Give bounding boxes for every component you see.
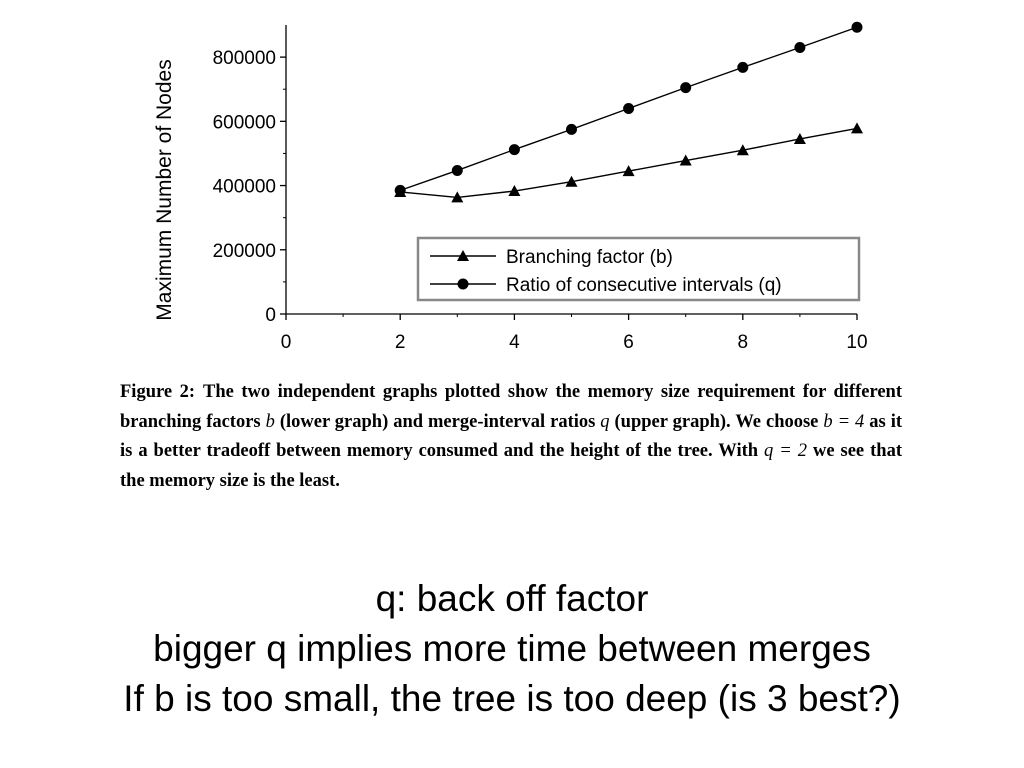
note-line: bigger q implies more time between merge…: [153, 628, 871, 669]
chart: 0 200000 400000 600000 800000 0 2 4 6 8 10 Maximum …: [153, 21, 868, 353]
chart-series: [394, 21, 863, 203]
chart-legend: Branching factor (b) Ratio of consecutive…: [416, 236, 861, 302]
legend-label: Ratio of consecutive intervals (q): [506, 275, 782, 296]
note-line: If b is too small, the tree is too deep …: [123, 678, 901, 719]
data-point: [851, 122, 863, 134]
slide-notes: q: back off factor bigger q implies more…: [0, 574, 1024, 724]
chart-axes: 0 200000 400000 600000 800000 0 2 4 6 8 10 Maximum …: [153, 25, 868, 353]
y-tick-label: 0: [265, 305, 276, 326]
data-point: [457, 278, 469, 290]
data-point: [622, 165, 635, 177]
caption-eq-q: q = 2: [764, 441, 807, 461]
data-point: [451, 191, 464, 203]
legend-box: [416, 236, 861, 302]
data-point: [623, 102, 635, 114]
legend-label: Branching factor (b): [506, 247, 673, 268]
y-axis-title: Maximum Number of Nodes: [153, 59, 176, 320]
caption-text: (upper graph). We choose: [609, 411, 824, 432]
x-tick-label: 0: [281, 332, 292, 353]
data-point: [457, 250, 469, 261]
y-tick-label: 600000: [213, 112, 276, 133]
data-point: [451, 164, 463, 176]
data-point: [680, 82, 692, 94]
figure-caption: Figure 2: The two independent graphs plot…: [120, 378, 902, 496]
data-point: [737, 61, 749, 73]
data-point: [394, 184, 406, 196]
caption-text: as it is a better tradeoff between memor…: [120, 411, 903, 462]
data-point: [736, 144, 749, 156]
y-tick-label: 800000: [213, 48, 276, 69]
caption-text: we see that the memory size is the least…: [120, 441, 902, 491]
data-point: [508, 144, 520, 156]
data-point: [794, 41, 806, 53]
caption-var-b: b: [265, 411, 275, 432]
caption-label: Figure 2:: [120, 382, 195, 402]
data-point: [851, 21, 863, 33]
data-point: [679, 154, 692, 166]
y-tick-label: 400000: [213, 177, 276, 198]
data-point: [566, 123, 577, 135]
data-point: [793, 132, 806, 144]
series-line: [400, 127, 858, 199]
caption-text: The two independent graphs plotted show …: [120, 382, 902, 432]
x-tick-label: 10: [846, 332, 867, 353]
x-tick-label: 2: [395, 332, 406, 353]
caption-eq-b: b = 4: [823, 411, 865, 432]
data-point: [565, 175, 578, 187]
x-tick-label: 4: [509, 332, 520, 353]
caption-text: (lower graph) and merge-interval ratios: [274, 411, 601, 432]
x-tick-label: 8: [738, 332, 749, 353]
data-point: [508, 185, 521, 197]
note-line: q: back off factor: [375, 578, 649, 619]
x-tick-label: 6: [623, 332, 634, 353]
caption-var-q: q: [600, 411, 610, 432]
y-tick-label: 200000: [213, 241, 276, 262]
